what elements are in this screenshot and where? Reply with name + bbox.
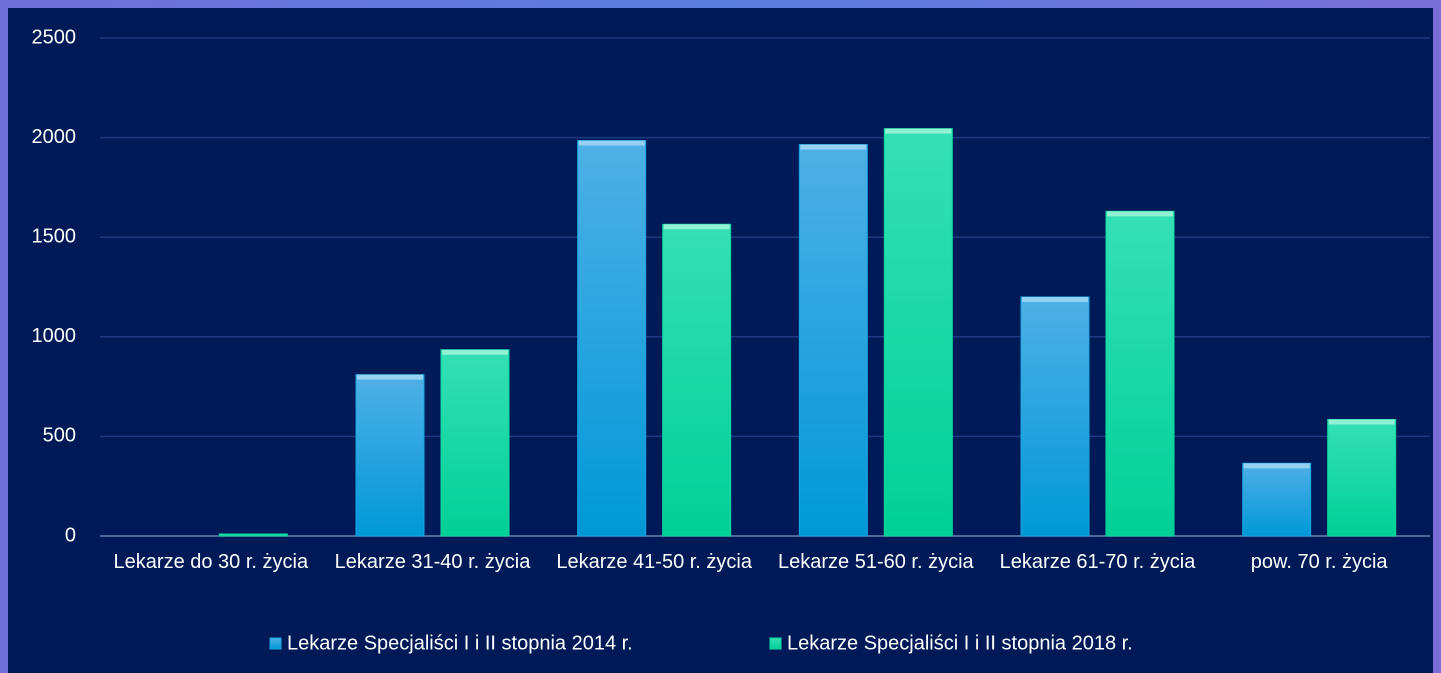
bar: [577, 140, 647, 537]
bar: [440, 349, 510, 537]
bar-bevel: [1107, 211, 1173, 217]
y-tick-label: 500: [43, 425, 76, 447]
bar: [218, 533, 288, 537]
bar-bevel: [578, 140, 645, 146]
legend-label: Lekarze Specjaliści I i II stopnia 2014 …: [287, 632, 633, 654]
bar-bevel: [1328, 419, 1395, 425]
y-tick-label: 0: [65, 524, 76, 546]
bar-bevel: [1022, 296, 1088, 302]
x-tick-label: Lekarze 61-70 r. życia: [999, 551, 1196, 573]
x-tick-label: Lekarze 41-50 r. życia: [556, 551, 752, 573]
bar: [798, 144, 868, 537]
bar-bevel: [800, 144, 867, 150]
legend-marker: [269, 637, 282, 650]
x-tick-label: Lekarze 31-40 r. życia: [334, 551, 531, 573]
x-tick-label: pow. 70 r. życia: [1250, 551, 1388, 573]
bar-bevel: [442, 349, 508, 355]
y-tick-label: 1500: [32, 225, 77, 247]
y-tick-label: 2000: [32, 126, 77, 148]
y-tick-label: 2500: [32, 26, 77, 48]
bar: [1020, 296, 1090, 537]
bar-bevel: [1243, 463, 1310, 469]
legend-marker: [769, 637, 782, 650]
x-tick-label: Lekarze do 30 r. życia: [113, 551, 309, 573]
bar-bevel: [885, 128, 952, 134]
bar: [1105, 210, 1175, 537]
bar-bevel: [663, 224, 730, 230]
legend-label: Lekarze Specjaliści I i II stopnia 2018 …: [787, 632, 1133, 654]
y-tick-label: 1000: [32, 325, 77, 347]
bar: [355, 374, 425, 537]
bar: [1327, 418, 1397, 537]
bar: [883, 128, 953, 537]
bar: [662, 223, 732, 537]
chart: 0 500 1000 1500 2000 2500 Lekarze Specjaliści …: [32, 26, 1430, 654]
bar: [1242, 462, 1312, 537]
x-tick-label: Lekarze 51-60 r. życia: [778, 551, 974, 573]
bar-bevel: [357, 374, 423, 380]
chart-area: 0 500 1000 1500 2000 2500 Lekarze Specjaliści …: [8, 8, 1433, 673]
